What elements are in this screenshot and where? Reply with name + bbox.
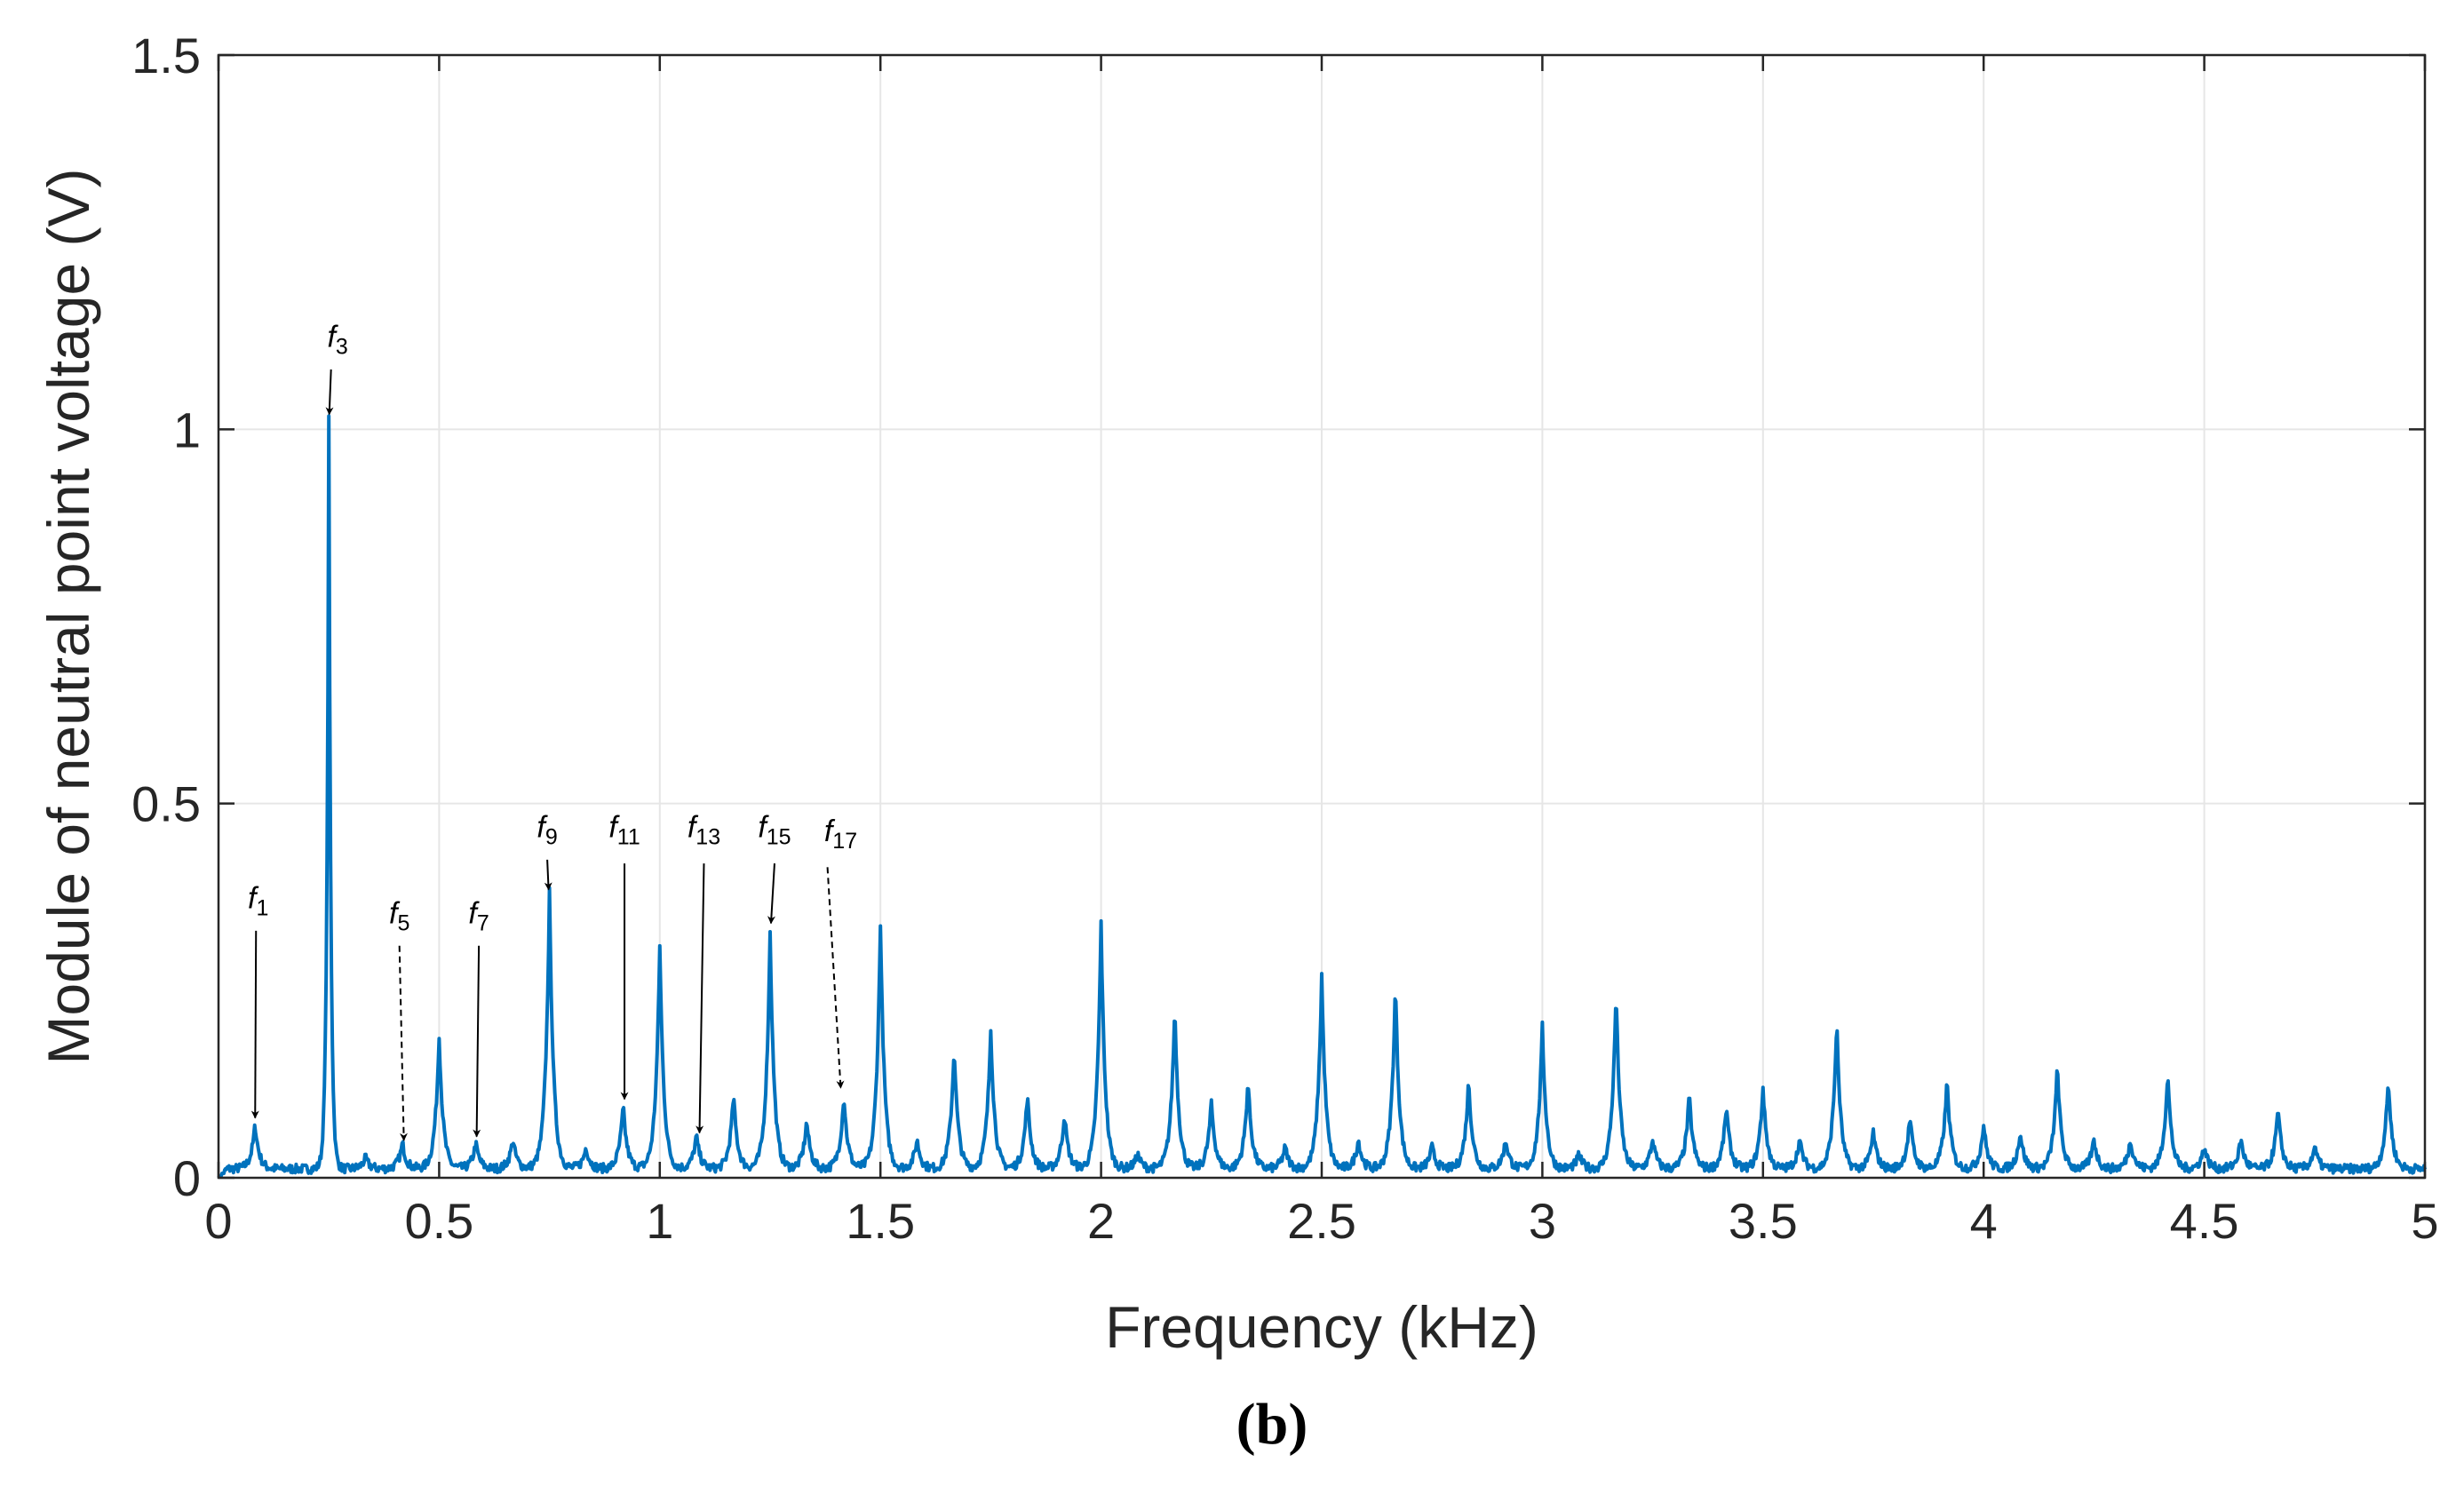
annotation-label: f11	[608, 811, 640, 850]
y-tick-label: 1.5	[131, 28, 201, 83]
x-tick-label: 1.5	[846, 1193, 915, 1249]
annotation-f15: f15	[758, 811, 791, 925]
y-tick-label: 0.5	[131, 776, 201, 832]
x-tick-label: 3	[1529, 1193, 1556, 1249]
annotation-arrow	[473, 945, 481, 1138]
panel-label: (b)	[1236, 1392, 1308, 1457]
x-tick-label: 2	[1087, 1193, 1115, 1249]
x-tick-label: 3.5	[1729, 1193, 1798, 1249]
y-axis-label: Module of neutral point voltage (V)	[36, 169, 101, 1065]
annotation-arrow	[695, 863, 705, 1134]
x-tick-label: 4.5	[2170, 1193, 2239, 1249]
y-tick-label: 1	[173, 401, 201, 457]
x-tick-label: 1	[646, 1193, 673, 1249]
annotation-arrow	[826, 867, 845, 1089]
annotation-arrow	[250, 930, 259, 1119]
annotation-arrow	[767, 863, 775, 925]
annotation-label: f13	[688, 811, 720, 850]
annotation-label: f9	[537, 811, 557, 850]
annotation-f9: f9	[537, 811, 558, 891]
x-tick-label: 2.5	[1287, 1193, 1356, 1249]
annotation-label: f15	[758, 811, 791, 850]
x-axis-label: Frequency (kHz)	[1105, 1294, 1538, 1360]
annotation-f7: f7	[468, 896, 489, 1138]
tick-labels: 0 0.5 1 1.5 2 2.5 3 3.5 4 4.5 5 0 0.5 1 1.5	[131, 28, 2438, 1249]
x-tick-label: 0	[204, 1193, 232, 1249]
grid-lines	[219, 55, 2425, 1178]
spectrum-series-line	[217, 414, 2427, 1180]
x-tick-label: 5	[2411, 1193, 2438, 1249]
axis-ticks	[217, 53, 2427, 1180]
annotation-f13: f13	[688, 811, 720, 1134]
annotation-arrow	[544, 859, 552, 891]
annotation-f11: f11	[608, 811, 640, 1101]
y-tick-label: 0	[173, 1150, 201, 1206]
annotation-f5: f5	[389, 896, 409, 1141]
annotation-arrow	[325, 369, 334, 416]
annotation-arrow	[398, 945, 408, 1141]
x-tick-label: 0.5	[404, 1193, 473, 1249]
x-tick-label: 4	[1970, 1193, 1998, 1249]
